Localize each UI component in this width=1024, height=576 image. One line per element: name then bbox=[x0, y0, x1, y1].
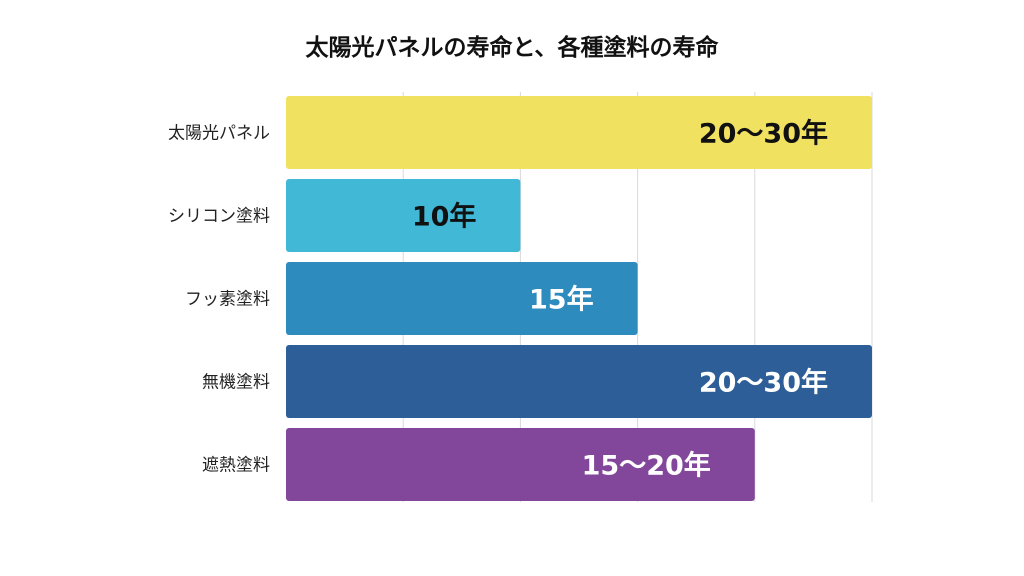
chart-title: 太陽光パネルの寿命と、各種塗料の寿命 bbox=[305, 34, 719, 61]
value-label-2: 10年 bbox=[412, 201, 477, 233]
bar-3 bbox=[286, 262, 638, 335]
bar-1 bbox=[286, 96, 872, 169]
category-label-3: フッ素塗料 bbox=[185, 289, 270, 310]
category-label-5: 遮熱塗料 bbox=[202, 455, 270, 476]
value-label-4: 20～30年 bbox=[699, 367, 828, 399]
value-label-3: 15年 bbox=[529, 284, 594, 316]
bar-2 bbox=[286, 179, 521, 252]
bars bbox=[286, 96, 872, 501]
category-label-4: 無機塗料 bbox=[202, 372, 270, 393]
value-labels: 20～30年 10年 15年 20～30年 15～20年 bbox=[412, 118, 828, 482]
category-label-1: 太陽光パネル bbox=[168, 124, 270, 144]
bar-5 bbox=[286, 428, 755, 501]
value-label-1: 20～30年 bbox=[699, 118, 828, 150]
bar-4 bbox=[286, 345, 872, 418]
category-label-2: シリコン塗料 bbox=[168, 206, 270, 227]
value-label-5: 15～20年 bbox=[582, 450, 711, 482]
